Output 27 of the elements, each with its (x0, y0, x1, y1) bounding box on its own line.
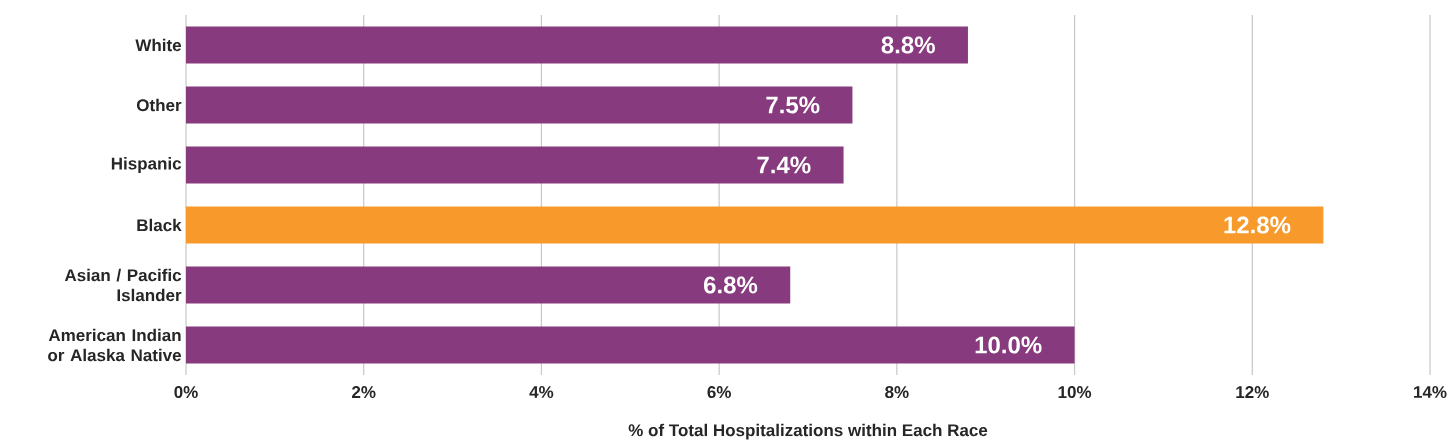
y-tick-label: Hispanic (111, 157, 182, 173)
y-tick-label: Asian / Pacific Islander (64, 268, 182, 302)
x-axis-title: % of Total Hospitalizations within Each Race (628, 423, 988, 440)
y-tick-label: Black (137, 218, 182, 232)
x-tick-label: 4% (529, 386, 554, 398)
bar (186, 206, 1324, 244)
y-tick-label: Other (136, 98, 182, 112)
x-tick-label: 14% (1414, 386, 1447, 398)
bar (186, 146, 844, 184)
data-label: 7.4% (757, 156, 811, 174)
data-label: 8.8% (881, 36, 935, 54)
x-tick-label: 0% (174, 386, 198, 399)
data-label: 10.0% (975, 336, 1042, 354)
x-tick-label: 12% (1236, 386, 1269, 399)
bar (186, 86, 853, 124)
x-tick-label: 6% (707, 386, 731, 399)
data-label: 7.5% (766, 96, 820, 114)
bar (186, 266, 791, 304)
y-tick-label: White (135, 38, 182, 52)
bar (186, 326, 1075, 364)
x-tick-label: 2% (352, 386, 376, 399)
data-label: 12.8% (1224, 216, 1291, 234)
data-label: 6.8% (704, 276, 758, 294)
x-tick-label: 8% (885, 386, 909, 399)
y-tick-label: American Indian or Alaska Native (48, 328, 181, 362)
x-tick-label: 10% (1058, 386, 1092, 399)
bar (186, 26, 968, 64)
